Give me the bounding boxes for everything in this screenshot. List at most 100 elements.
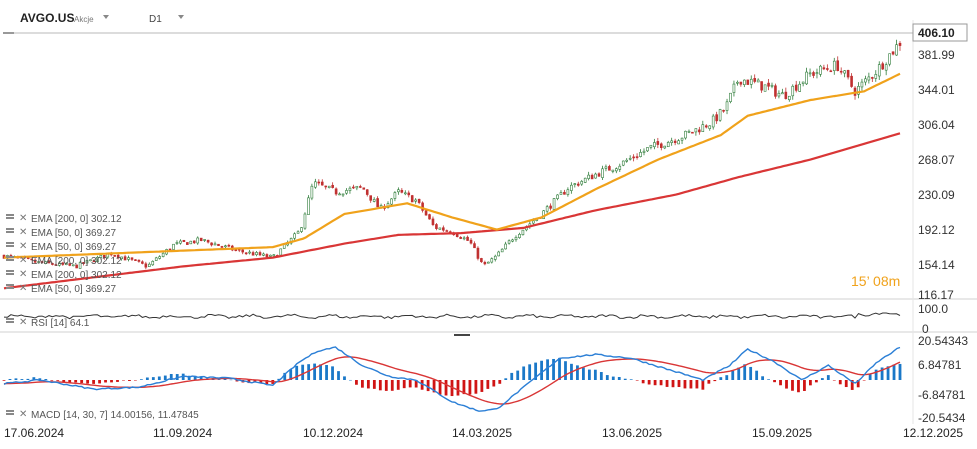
candle	[746, 79, 750, 85]
candle	[891, 51, 895, 56]
rsi-y-axis[interactable]: 100.00	[918, 302, 948, 336]
legend-close-icon[interactable]: ✕	[19, 269, 27, 280]
candle	[850, 73, 853, 88]
candle	[493, 254, 497, 262]
macd-y-tick-label: 20.54343	[918, 334, 968, 348]
candle-body	[850, 75, 853, 87]
rsi-settings-icon-line2[interactable]	[6, 321, 14, 323]
macd-hist-bar	[361, 380, 364, 388]
candle	[99, 254, 103, 260]
legend-settings-icon[interactable]	[6, 256, 14, 258]
candle	[756, 78, 760, 83]
legend-settings-icon[interactable]	[6, 228, 14, 230]
legend-settings-icon-line2[interactable]	[6, 231, 14, 233]
legend-settings-icon[interactable]	[6, 242, 14, 244]
macd-hist-bar	[486, 380, 490, 389]
legend-close-icon[interactable]: ✕	[19, 213, 27, 224]
candle	[576, 181, 580, 187]
candle	[708, 125, 712, 131]
macd-hist-bar	[283, 372, 287, 380]
candle	[749, 75, 753, 89]
candle-body	[490, 258, 494, 263]
indicator-legend-row[interactable]: ✕ EMA [50, 0] 369.27	[6, 283, 116, 295]
candle-body	[71, 264, 75, 267]
macd-hist-bar	[199, 376, 203, 380]
legend-close-icon[interactable]: ✕	[19, 227, 27, 238]
macd-close-icon[interactable]: ✕	[19, 409, 27, 420]
legend-settings-icon[interactable]	[6, 270, 14, 272]
candle-body	[767, 82, 770, 87]
macd-pane	[2, 346, 902, 412]
candle	[113, 254, 117, 257]
timeframe-chevron-down-icon[interactable]	[178, 15, 184, 19]
candle-body	[182, 239, 186, 243]
macd-legend-row[interactable]: ✕ MACD [14, 30, 7] 14.00156, 11.47845	[6, 409, 199, 421]
rsi-settings-icon[interactable]	[6, 318, 14, 320]
candle-body	[743, 79, 746, 85]
candle	[196, 236, 200, 245]
candle	[345, 188, 348, 195]
candle-body	[365, 189, 369, 195]
legend-close-icon[interactable]: ✕	[19, 283, 27, 294]
macd-signal-line	[3, 356, 901, 405]
candle-body	[303, 213, 307, 229]
indicator-legend-row[interactable]: ✕ EMA [200, 0] 302.12	[6, 269, 122, 281]
candle-body	[296, 231, 300, 234]
candle	[594, 172, 597, 179]
candle-body	[438, 227, 442, 230]
candle	[89, 259, 92, 262]
macd-hist-bar	[868, 374, 872, 380]
macd-y-axis[interactable]: 20.54343 6.84781 -6.84781 -20.5434	[918, 334, 968, 425]
candle-body	[646, 147, 649, 152]
candle-body	[487, 261, 490, 264]
price-y-axis[interactable]: 381.99 344.01 306.04 268.07 230.09 192.12 154.…	[918, 48, 955, 302]
indicator-legend-row[interactable]: ✕ EMA [200, 0] 302.12	[6, 213, 122, 225]
candle-body	[801, 81, 805, 84]
symbol-chevron-down-icon[interactable]	[103, 15, 109, 19]
candle	[608, 164, 611, 171]
rsi-legend-row[interactable]: ✕ RSI [14] 64.1	[6, 317, 90, 329]
candle	[514, 235, 518, 242]
timeframe-label[interactable]: D1	[149, 14, 162, 25]
legend-settings-icon[interactable]	[6, 214, 14, 216]
macd-hist-bar	[265, 380, 269, 385]
candle-body	[597, 173, 601, 177]
rsi-close-icon[interactable]: ✕	[19, 317, 27, 328]
candle-body	[147, 263, 151, 267]
candle	[659, 142, 663, 151]
candle-body	[473, 243, 476, 249]
candle	[729, 92, 732, 104]
indicator-legend-row[interactable]: ✕ EMA [50, 0] 369.27	[6, 241, 116, 253]
legend-settings-icon-line2[interactable]	[6, 217, 14, 219]
legend-settings-icon-line2[interactable]	[6, 245, 14, 247]
macd-hist-bar	[223, 378, 227, 380]
legend-settings-icon-line2[interactable]	[6, 273, 14, 275]
legend-close-icon[interactable]: ✕	[19, 255, 27, 266]
legend-settings-icon[interactable]	[6, 284, 14, 286]
candle-body	[459, 236, 462, 239]
candle-body	[739, 81, 743, 85]
legend-close-icon[interactable]: ✕	[19, 241, 27, 252]
macd-settings-icon[interactable]	[6, 410, 14, 412]
candle-body	[227, 244, 231, 247]
candle	[134, 259, 137, 262]
x-axis[interactable]: 17.06.2024 11.09.2024 10.12.2024 14.03.2025…	[4, 426, 963, 440]
indicator-legend-row[interactable]: ✕ EMA [50, 0] 369.27	[6, 227, 116, 239]
candle	[151, 260, 155, 266]
symbol-label[interactable]: AVGO.US	[20, 11, 74, 25]
candle	[258, 250, 262, 257]
candle	[673, 138, 677, 146]
candle	[736, 80, 739, 86]
macd-settings-icon-line2[interactable]	[6, 413, 14, 415]
candle	[649, 144, 653, 150]
macd-hist-bar	[689, 380, 693, 389]
macd-hist-bar	[701, 380, 705, 390]
macd-y-tick-label: 6.84781	[918, 358, 962, 372]
legend-settings-icon-line2[interactable]	[6, 259, 14, 261]
legend-settings-icon-line2[interactable]	[6, 287, 14, 289]
candle-body	[521, 229, 525, 236]
candle	[400, 188, 404, 194]
indicator-legend-row[interactable]: ✕ EMA [200, 0] 302.12	[6, 255, 122, 267]
macd-hist-bar	[92, 380, 95, 384]
